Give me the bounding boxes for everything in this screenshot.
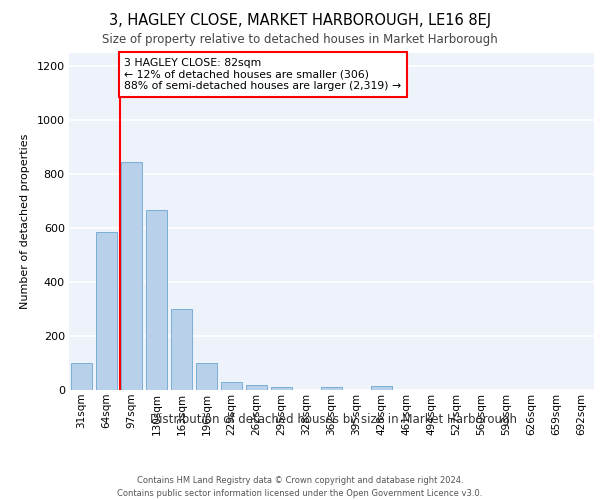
Text: 3, HAGLEY CLOSE, MARKET HARBOROUGH, LE16 8EJ: 3, HAGLEY CLOSE, MARKET HARBOROUGH, LE16…: [109, 12, 491, 28]
Bar: [221, 382, 242, 390]
Bar: [71, 363, 92, 390]
Bar: [271, 388, 292, 390]
Bar: [146, 210, 167, 390]
Bar: [121, 162, 142, 390]
Text: Size of property relative to detached houses in Market Harborough: Size of property relative to detached ho…: [102, 32, 498, 46]
Y-axis label: Number of detached properties: Number of detached properties: [20, 134, 30, 309]
Text: Distribution of detached houses by size in Market Harborough: Distribution of detached houses by size …: [149, 412, 517, 426]
Bar: [246, 384, 267, 390]
Bar: [196, 363, 217, 390]
Bar: [371, 386, 392, 390]
Text: Contains HM Land Registry data © Crown copyright and database right 2024.
Contai: Contains HM Land Registry data © Crown c…: [118, 476, 482, 498]
Text: 3 HAGLEY CLOSE: 82sqm
← 12% of detached houses are smaller (306)
88% of semi-det: 3 HAGLEY CLOSE: 82sqm ← 12% of detached …: [124, 58, 401, 91]
Bar: [96, 232, 117, 390]
Bar: [171, 309, 192, 390]
Bar: [321, 388, 342, 390]
